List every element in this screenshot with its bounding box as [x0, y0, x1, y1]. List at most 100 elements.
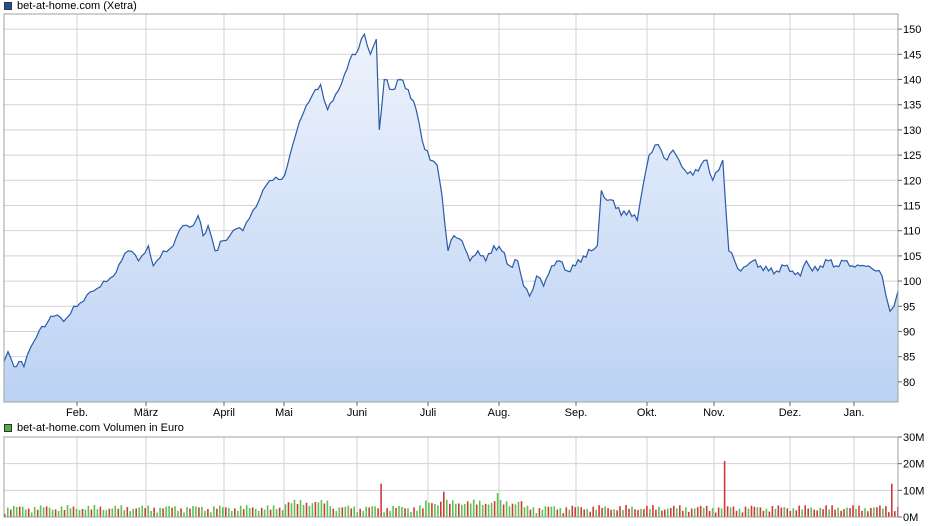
volume-bar	[96, 509, 99, 517]
volume-bar	[344, 506, 347, 517]
volume-bar	[783, 507, 786, 517]
volume-bar	[682, 510, 684, 517]
volume-bar	[870, 508, 872, 517]
volume-bar	[487, 504, 490, 517]
volume-bar	[428, 502, 430, 517]
volume-bar	[550, 506, 553, 517]
volume-bar	[798, 505, 800, 517]
price-plot-frame	[3, 13, 899, 403]
volume-bar	[293, 499, 296, 517]
volume-bar	[622, 509, 624, 517]
volume-bar	[120, 505, 123, 517]
volume-bar	[248, 508, 251, 517]
volume-bar	[780, 507, 783, 517]
volume-bar	[13, 506, 15, 517]
volume-legend: bet-at-home.com Volumen in Euro	[4, 422, 184, 434]
volume-bar	[359, 508, 361, 517]
volume-bar	[440, 501, 442, 517]
price-y-axis: 80 85 90 95 100 105 110 115 120 125 130 135 140 145 15…	[898, 24, 921, 389]
volume-bar	[741, 512, 744, 517]
price-x-tick-label: Juni	[347, 407, 367, 419]
volume-bar	[21, 506, 24, 517]
volume-bar	[634, 509, 636, 517]
volume-bar	[431, 503, 433, 517]
volume-bar	[828, 509, 830, 517]
volume-bar	[141, 505, 143, 517]
price-y-tick-label: 130	[903, 125, 921, 137]
volume-bar	[502, 504, 505, 517]
volume-bar	[466, 501, 469, 517]
volume-bar	[882, 508, 884, 517]
volume-bar	[204, 510, 206, 517]
volume-bar	[840, 510, 842, 517]
volume-bar	[335, 511, 338, 517]
volume-bar	[144, 508, 146, 517]
volume-bar	[7, 507, 9, 517]
volume-bar	[329, 506, 332, 517]
volume-bar	[269, 509, 272, 517]
volume-bar	[368, 507, 370, 517]
volume-bar	[777, 505, 780, 517]
volume-bar	[604, 506, 606, 517]
volume-bar	[18, 506, 21, 517]
volume-bar	[180, 508, 182, 517]
volume-bar	[398, 505, 400, 517]
volume-bar	[437, 505, 439, 517]
volume-bar	[254, 509, 257, 517]
volume-bar	[108, 508, 111, 517]
volume-bar	[87, 505, 90, 517]
volume-bar	[472, 499, 475, 517]
volume-bar	[625, 505, 627, 517]
volume-bar	[168, 506, 170, 517]
price-x-tick-label: Sep.	[565, 407, 588, 419]
volume-bar	[69, 508, 72, 517]
volume-bar	[732, 506, 735, 517]
volume-bar	[419, 505, 421, 517]
volume-bar	[326, 500, 329, 517]
volume-bar	[171, 507, 173, 517]
volume-bar	[771, 506, 774, 517]
volume-bar	[198, 507, 200, 517]
volume-bar	[810, 507, 812, 517]
volume-bar	[299, 500, 302, 517]
volume-bar	[628, 508, 630, 517]
volume-bar	[729, 507, 732, 517]
volume-bar	[449, 503, 451, 517]
volume-bar	[57, 511, 60, 517]
volume-bar	[156, 512, 158, 517]
volume-bar	[66, 505, 69, 517]
volume-bar	[458, 503, 460, 517]
volume-bar	[332, 508, 335, 517]
volume-bar	[416, 510, 418, 517]
volume-bar	[723, 461, 726, 517]
volume-bar	[774, 508, 777, 517]
volume-bar	[843, 509, 845, 517]
volume-bar	[888, 512, 890, 517]
volume-bar	[837, 507, 839, 517]
volume-bar	[562, 513, 565, 517]
volume-bar	[652, 505, 654, 517]
volume-bar	[45, 506, 48, 517]
volume-bar	[251, 507, 254, 517]
volume-bar	[222, 507, 224, 517]
volume-bar	[693, 508, 696, 517]
volume-bar	[129, 511, 131, 517]
price-y-tick-label: 115	[903, 200, 921, 212]
volume-bar	[33, 506, 36, 517]
volume-bar	[544, 506, 547, 517]
volume-bar	[389, 511, 391, 517]
volume-bar	[589, 511, 591, 517]
volume-bar	[514, 504, 517, 517]
volume-bar	[183, 512, 185, 517]
volume-bar	[81, 509, 84, 517]
volume-bar	[876, 507, 878, 517]
volume-bar	[320, 500, 323, 517]
volume-bar	[99, 506, 102, 517]
volume-bar	[132, 508, 134, 517]
volume-bar	[795, 510, 798, 517]
volume-bar	[422, 508, 424, 517]
price-y-tick-label: 100	[903, 276, 921, 288]
price-y-tick-label: 95	[903, 301, 915, 313]
volume-bar	[27, 508, 30, 517]
price-y-tick-label: 120	[903, 175, 921, 187]
